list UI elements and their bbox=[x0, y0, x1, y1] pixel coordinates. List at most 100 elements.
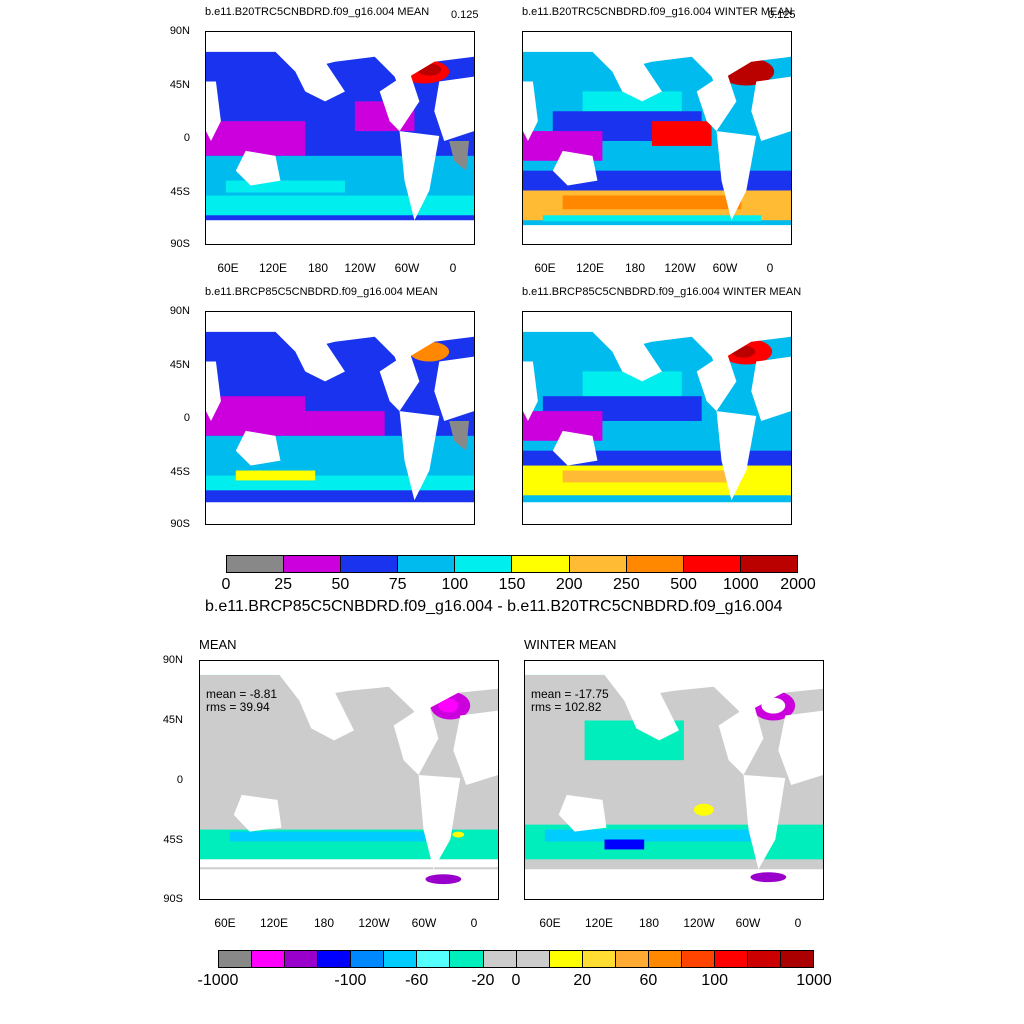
lat-label: 0 bbox=[176, 774, 183, 786]
colorbar-swatch bbox=[683, 556, 741, 572]
colorbar-label: -1000 bbox=[197, 972, 239, 989]
colorbar-label: 60 bbox=[639, 972, 658, 989]
panel-title: b.e11.B20TRC5CNBDRD.f09_g16.004 MEAN bbox=[205, 6, 430, 18]
lon-label: 60E bbox=[217, 261, 239, 275]
lat-label: 90S bbox=[163, 893, 183, 905]
panel-corner-label: 0.125 bbox=[768, 9, 796, 21]
colorbar-label: 100 bbox=[701, 972, 728, 989]
lat-label: 45S bbox=[163, 834, 183, 846]
colorbar-swatch bbox=[569, 556, 627, 572]
lat-label: 90N bbox=[169, 305, 190, 317]
lon-label: 120E bbox=[259, 916, 289, 930]
colorbar-label: 250 bbox=[613, 576, 640, 593]
colorbar-label: 100 bbox=[441, 576, 469, 593]
colorbar-swatch bbox=[384, 951, 418, 967]
map-panel-hist-mean bbox=[205, 31, 475, 245]
lon-label: 60W bbox=[712, 261, 738, 275]
colorbar-label: 500 bbox=[670, 576, 697, 593]
lon-label: 0 bbox=[766, 261, 774, 275]
lat-label: 45N bbox=[169, 79, 190, 91]
colorbar-swatch bbox=[285, 951, 319, 967]
lat-label: 90S bbox=[170, 238, 190, 250]
colorbar-swatch bbox=[512, 556, 570, 572]
stats-block: mean = -8.81 rms = 39.94 bbox=[206, 688, 277, 714]
panel-title: b.e11.BRCP85C5CNBDRD.f09_g16.004 MEAN bbox=[205, 286, 438, 298]
colorbar-label: 50 bbox=[331, 576, 350, 593]
colorbar-swatch bbox=[740, 556, 797, 572]
lon-label: 0 bbox=[449, 261, 457, 275]
lon-label: 60W bbox=[394, 261, 420, 275]
colorbar-label: 75 bbox=[388, 576, 407, 593]
lon-label: 120E bbox=[584, 916, 614, 930]
colorbar-swatch bbox=[516, 951, 550, 967]
lon-label: 60E bbox=[214, 916, 236, 930]
colorbar-swatch bbox=[615, 951, 649, 967]
stat-mean: mean = -8.81 bbox=[206, 687, 278, 701]
map-panel-diff-mean bbox=[199, 660, 499, 900]
colorbar-label: 20 bbox=[573, 972, 592, 989]
colorbar-swatch bbox=[714, 951, 748, 967]
stats-block: mean = -17.75 rms = 102.82 bbox=[531, 688, 609, 714]
colorbar-label: 0 bbox=[511, 972, 521, 989]
panel-title: MEAN bbox=[199, 637, 237, 652]
colorbar-swatch bbox=[648, 951, 682, 967]
lon-label: 120W bbox=[683, 916, 715, 930]
colorbar-label: 25 bbox=[274, 576, 293, 593]
map-panel-diff-winter bbox=[524, 660, 824, 900]
lon-label: 180 bbox=[313, 916, 335, 930]
colorbar-swatch bbox=[455, 556, 513, 572]
colorbar-swatch bbox=[398, 556, 456, 572]
lon-label: 60W bbox=[411, 916, 437, 930]
colorbar-swatch bbox=[450, 951, 484, 967]
lat-label: 45N bbox=[162, 714, 183, 726]
lat-label: 90N bbox=[162, 654, 183, 666]
stat-rms: rms = 39.94 bbox=[206, 700, 270, 714]
lon-label: 180 bbox=[638, 916, 660, 930]
colorbar-swatch bbox=[351, 951, 385, 967]
lon-label: 60E bbox=[534, 261, 556, 275]
lon-label: 120E bbox=[575, 261, 605, 275]
colorbar-label: 1000 bbox=[796, 972, 832, 989]
lat-label: 0 bbox=[183, 412, 190, 424]
lon-label: 60W bbox=[735, 916, 761, 930]
stat-mean: mean = -17.75 bbox=[531, 687, 609, 701]
colorbar-label: -100 bbox=[334, 972, 367, 989]
lon-label: 60E bbox=[539, 916, 561, 930]
lat-label: 90N bbox=[169, 25, 190, 37]
lat-label: 90S bbox=[170, 518, 190, 530]
map-panel-rcp-winter bbox=[522, 311, 792, 525]
colorbar-swatch bbox=[626, 556, 684, 572]
colorbar-label: 200 bbox=[555, 576, 583, 593]
difference-title: b.e11.BRCP85C5CNBDRD.f09_g16.004 - b.e11… bbox=[205, 598, 783, 615]
lat-label: 45N bbox=[169, 359, 190, 371]
stat-rms: rms = 102.82 bbox=[531, 700, 602, 714]
panel-title: WINTER MEAN bbox=[524, 637, 617, 652]
lat-label: 0 bbox=[183, 132, 190, 144]
lon-label: 120W bbox=[664, 261, 696, 275]
colorbar-difference bbox=[218, 950, 814, 968]
lon-label: 180 bbox=[307, 261, 329, 275]
colorbar-swatch bbox=[748, 951, 782, 967]
map-panel-hist-winter bbox=[522, 31, 792, 245]
colorbar-swatch bbox=[219, 951, 253, 967]
colorbar-swatch bbox=[417, 951, 451, 967]
colorbar-label: 0 bbox=[221, 576, 231, 593]
panel-title: b.e11.BRCP85C5CNBDRD.f09_g16.004 WINTER … bbox=[522, 286, 802, 298]
colorbar-swatch bbox=[681, 951, 715, 967]
colorbar-swatch bbox=[227, 556, 285, 572]
colorbar-swatch bbox=[483, 951, 517, 967]
colorbar-label: 1000 bbox=[723, 576, 759, 593]
colorbar-swatch bbox=[341, 556, 399, 572]
map-panel-rcp-mean bbox=[205, 311, 475, 525]
lon-label: 120W bbox=[358, 916, 390, 930]
colorbar-label: -60 bbox=[405, 972, 429, 989]
lat-label: 45S bbox=[170, 466, 190, 478]
colorbar-absolute bbox=[226, 555, 798, 573]
colorbar-label: 2000 bbox=[780, 576, 816, 593]
lon-label: 0 bbox=[470, 916, 478, 930]
panel-corner-label: 0.125 bbox=[451, 9, 479, 21]
colorbar-swatch bbox=[582, 951, 616, 967]
colorbar-label: -20 bbox=[471, 972, 495, 989]
colorbar-swatch bbox=[781, 951, 814, 967]
lon-label: 0 bbox=[794, 916, 802, 930]
